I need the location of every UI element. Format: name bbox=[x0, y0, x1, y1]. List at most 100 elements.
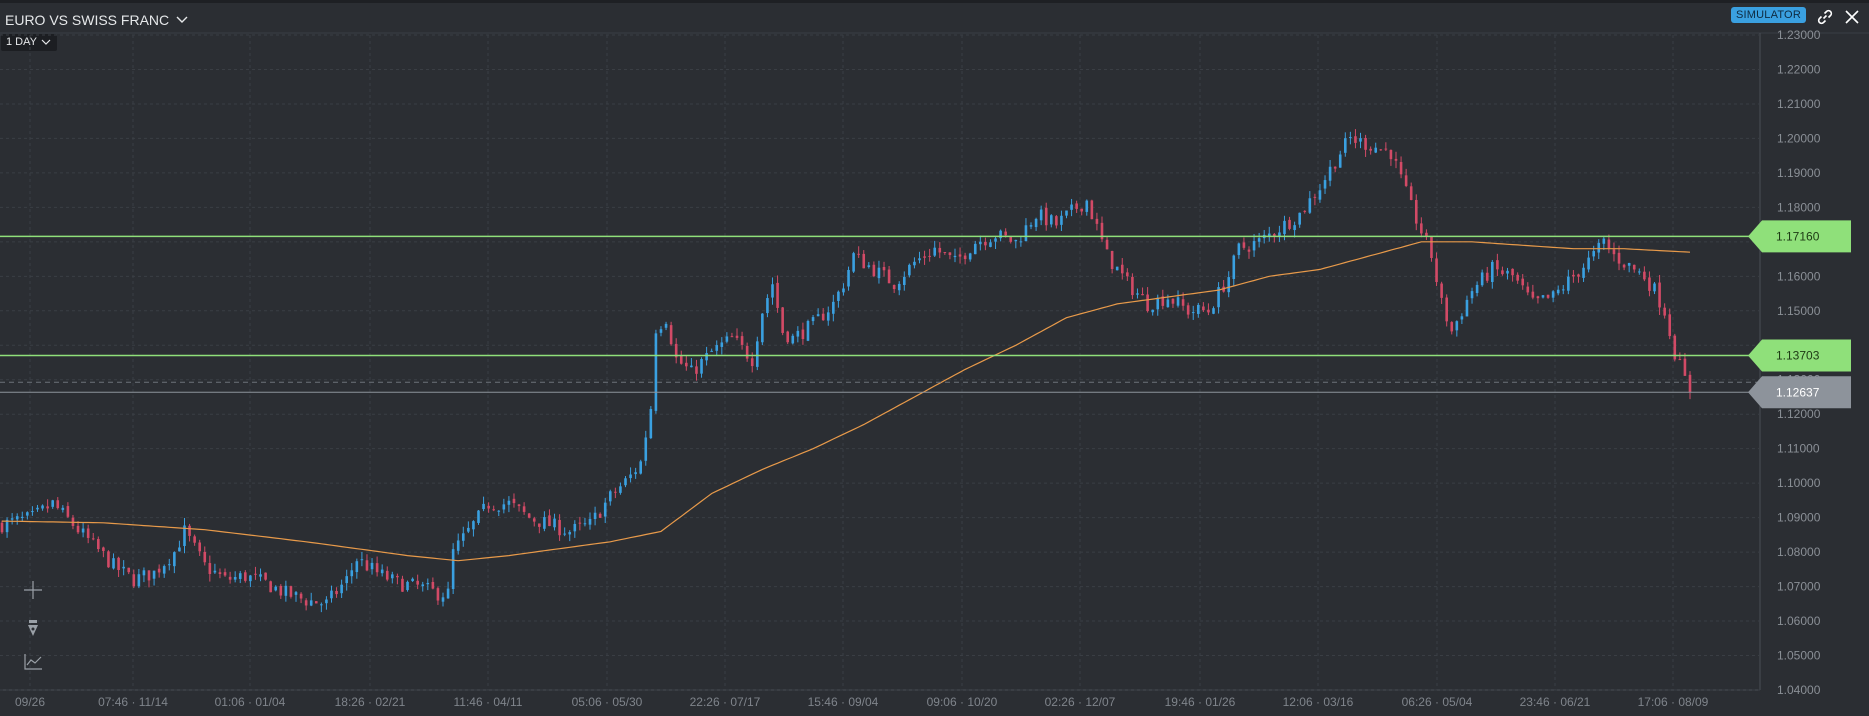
candle-body bbox=[578, 522, 582, 524]
candle-body bbox=[532, 518, 536, 522]
candle-body bbox=[928, 255, 931, 257]
candle-body bbox=[467, 527, 470, 532]
candle-body bbox=[1561, 289, 1565, 291]
candle-body bbox=[350, 570, 354, 577]
candle-body bbox=[801, 329, 805, 340]
chevron-down-icon bbox=[176, 16, 188, 23]
crosshair-icon[interactable] bbox=[22, 579, 44, 601]
level-1-tag[interactable] bbox=[1748, 220, 1851, 253]
candle-body bbox=[249, 575, 252, 582]
candle-body bbox=[832, 301, 835, 314]
candle-body bbox=[1176, 297, 1180, 306]
candle-body bbox=[872, 264, 876, 277]
candle-body bbox=[674, 343, 678, 358]
candle-body bbox=[188, 525, 191, 536]
candle-body bbox=[1060, 215, 1063, 225]
candle-body bbox=[1034, 218, 1038, 228]
candle-body bbox=[877, 267, 881, 279]
candle-body bbox=[360, 559, 364, 561]
candle-body bbox=[264, 572, 267, 580]
candle-body bbox=[1065, 210, 1068, 216]
y-tick-label: 1.23000 bbox=[1777, 28, 1821, 42]
x-tick-label: 06:26 · 05/04 bbox=[1402, 695, 1473, 709]
candle-body bbox=[487, 505, 490, 509]
candle-body bbox=[933, 247, 937, 256]
candle-body bbox=[411, 578, 414, 582]
candle-body bbox=[1212, 308, 1215, 314]
candle-body bbox=[1612, 249, 1616, 255]
candle-body bbox=[968, 253, 972, 260]
candle-body bbox=[1273, 234, 1276, 237]
candle-body bbox=[517, 504, 521, 507]
x-tick-label: 12:06 · 03/16 bbox=[1283, 695, 1354, 709]
candle-body bbox=[431, 582, 435, 589]
candle-body bbox=[1055, 216, 1058, 226]
candle-body bbox=[750, 358, 754, 367]
candle-body bbox=[1308, 198, 1312, 213]
candle-body bbox=[167, 564, 171, 566]
candle-body bbox=[254, 573, 257, 575]
candle-body bbox=[10, 518, 14, 520]
candle-body bbox=[1070, 204, 1073, 210]
candle-body bbox=[385, 570, 389, 580]
candle-body bbox=[1166, 299, 1170, 308]
candle-body bbox=[568, 532, 572, 535]
candle-body bbox=[882, 267, 886, 271]
candle-body bbox=[943, 252, 947, 254]
candle-body bbox=[543, 517, 546, 529]
x-tick-label: 02:26 · 12/07 bbox=[1045, 695, 1116, 709]
candle-body bbox=[157, 568, 161, 573]
candle-body bbox=[396, 575, 399, 578]
candle-body bbox=[1354, 136, 1357, 143]
candle-body bbox=[1075, 203, 1078, 209]
candle-body bbox=[1622, 264, 1626, 268]
candle-body bbox=[913, 261, 916, 266]
candle-body bbox=[973, 243, 977, 255]
candle-body bbox=[375, 563, 379, 573]
candle-body bbox=[1344, 138, 1347, 153]
level-1-tag-label: 1.17160 bbox=[1776, 229, 1820, 243]
candle-body bbox=[786, 331, 790, 343]
candle-body bbox=[1399, 162, 1403, 175]
candle-body bbox=[1191, 312, 1195, 314]
candle-body bbox=[603, 502, 607, 517]
indicator-icon[interactable] bbox=[22, 651, 44, 673]
candle-body bbox=[1511, 268, 1514, 276]
close-icon[interactable] bbox=[1843, 8, 1861, 26]
candle-body bbox=[269, 581, 272, 593]
candle-body bbox=[132, 574, 136, 587]
candle-body bbox=[107, 551, 110, 568]
link-icon[interactable] bbox=[1817, 9, 1833, 25]
candle-body bbox=[1207, 309, 1210, 313]
candle-body bbox=[355, 561, 359, 573]
level-2-tag[interactable] bbox=[1748, 339, 1851, 372]
candle-body bbox=[1288, 219, 1291, 229]
candle-body bbox=[147, 570, 151, 581]
y-tick-label: 1.22000 bbox=[1777, 62, 1821, 76]
candle-body bbox=[938, 247, 942, 253]
candle-body bbox=[608, 491, 612, 502]
candle-body bbox=[1440, 283, 1443, 298]
candle-body bbox=[1298, 212, 1301, 225]
candle-body bbox=[446, 588, 450, 599]
candle-body bbox=[548, 515, 551, 527]
candle-body bbox=[1141, 293, 1144, 296]
symbol-selector[interactable]: EURO VS SWISS FRANC bbox=[5, 12, 189, 28]
candle-body bbox=[1567, 276, 1570, 291]
candle-body bbox=[1414, 199, 1418, 224]
candle-body bbox=[345, 576, 348, 584]
candle-body bbox=[1475, 284, 1479, 293]
candle-body bbox=[1227, 277, 1231, 293]
candle-body bbox=[117, 557, 120, 571]
timeframe-selector[interactable]: 1 DAY bbox=[1, 34, 57, 51]
candle-body bbox=[1090, 200, 1094, 220]
candle-body bbox=[1668, 314, 1672, 337]
pen-icon[interactable] bbox=[22, 617, 44, 639]
candle-body bbox=[1551, 291, 1555, 298]
candle-body bbox=[309, 600, 313, 606]
candle-body bbox=[989, 242, 992, 247]
candle-body bbox=[1521, 278, 1525, 286]
candle-body bbox=[335, 590, 338, 595]
x-tick-label: 23:46 · 06/21 bbox=[1520, 695, 1591, 709]
